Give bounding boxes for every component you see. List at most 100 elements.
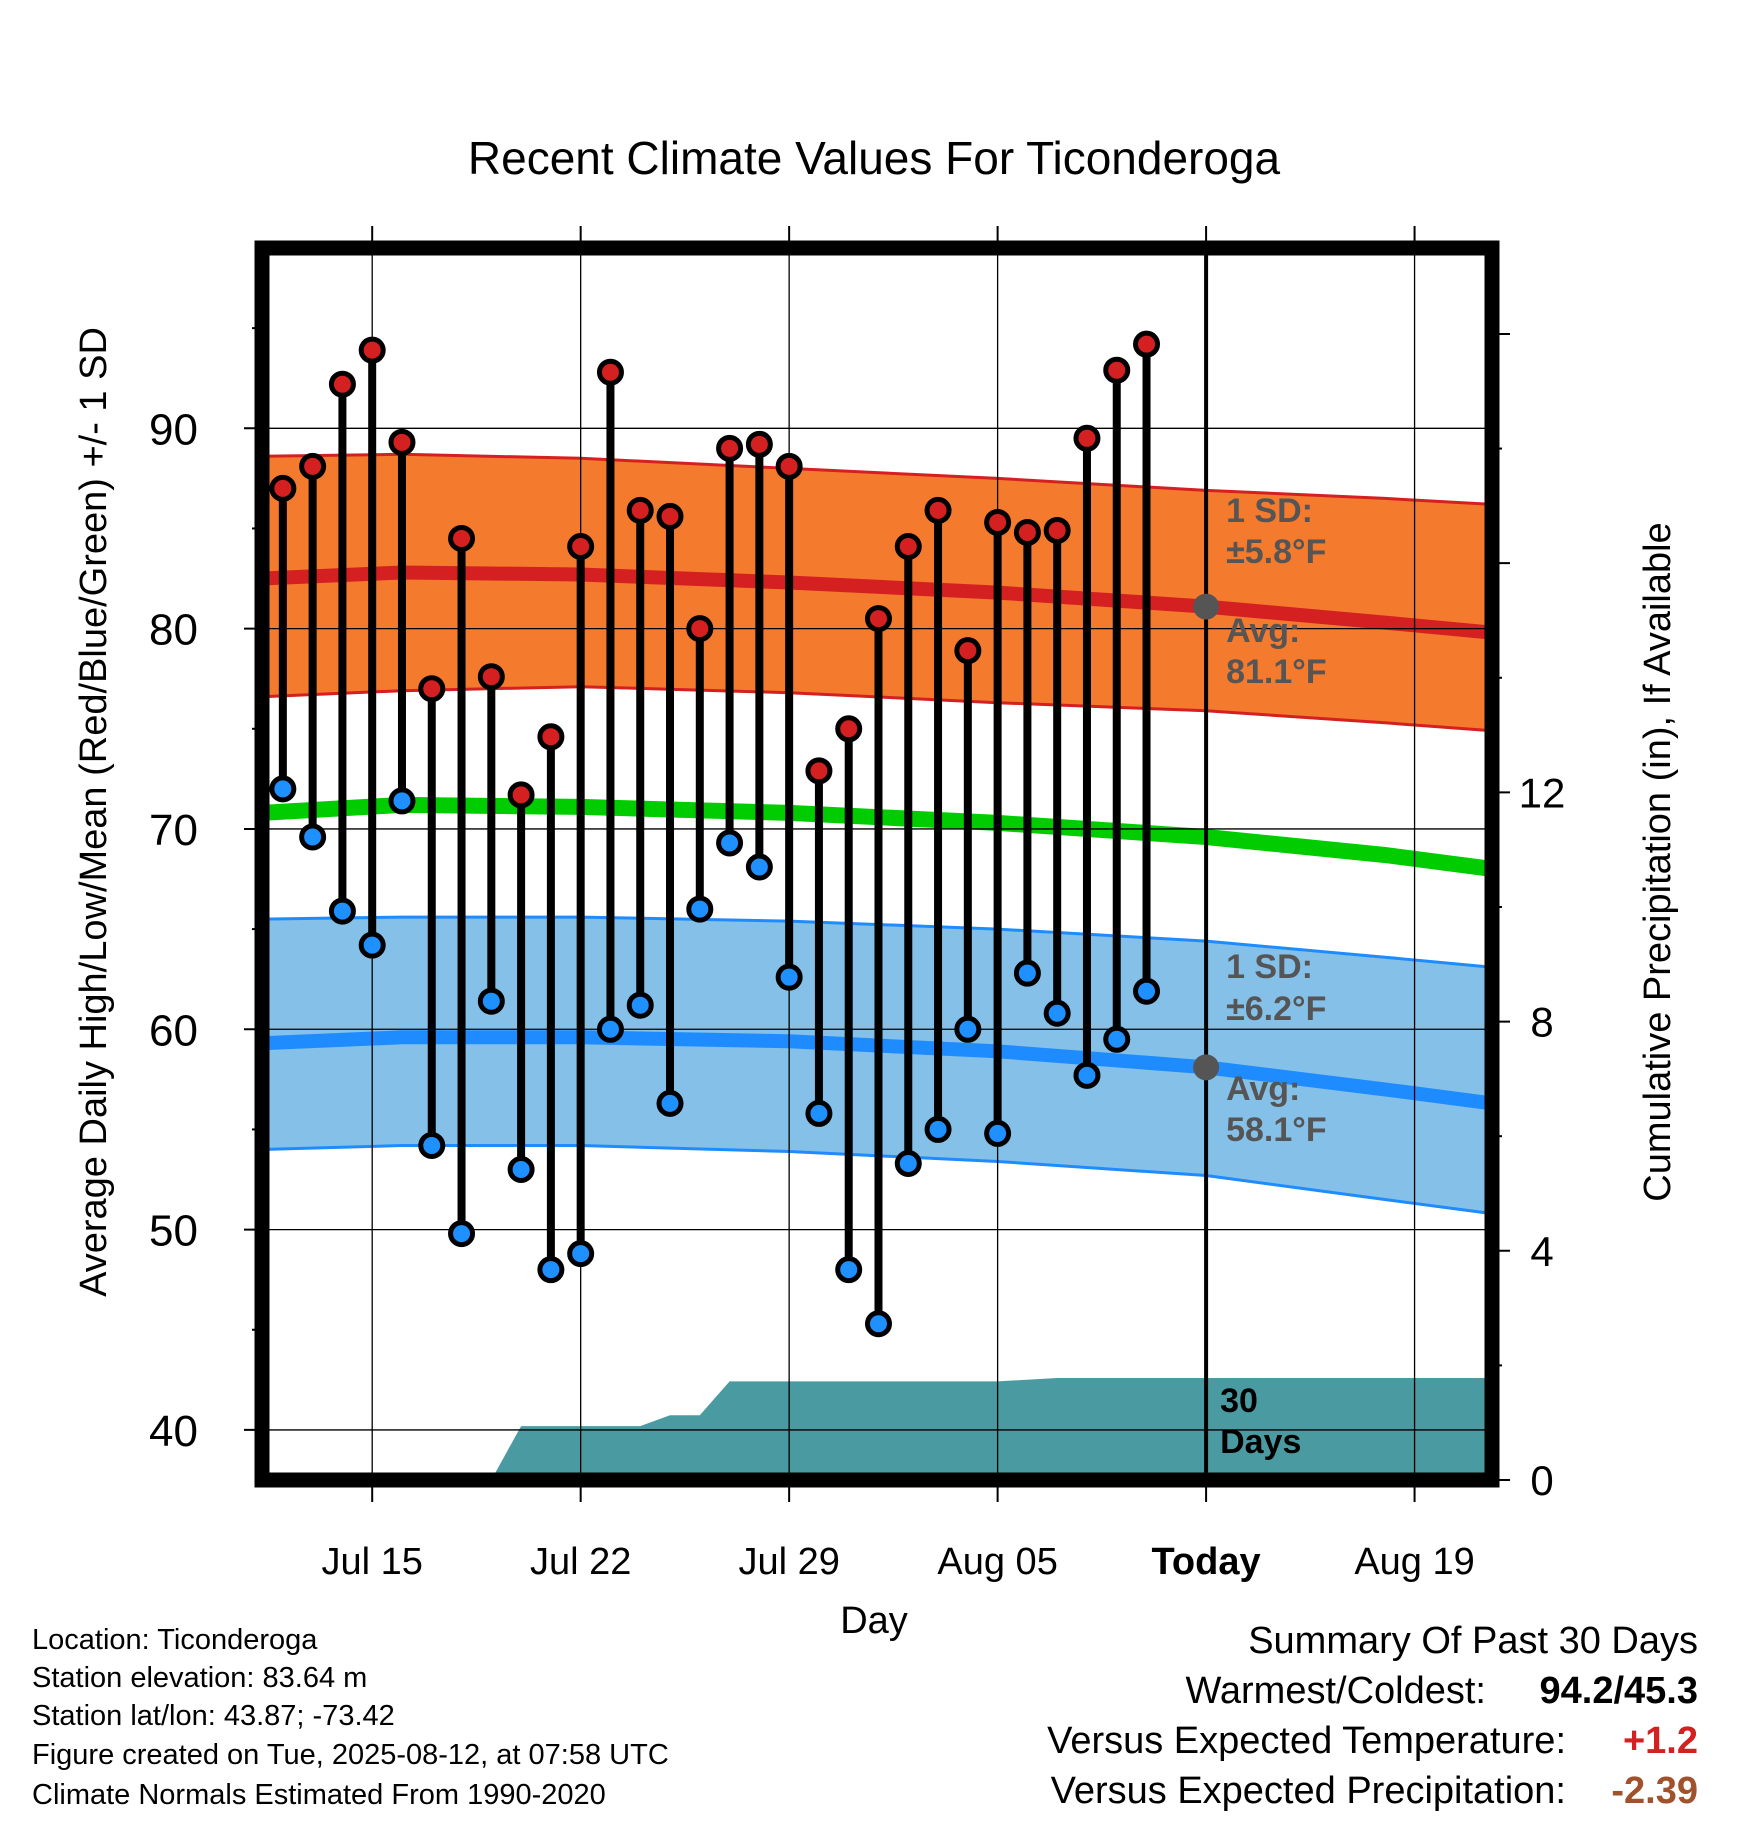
high-avg-value: 81.1°F	[1226, 653, 1327, 691]
daily-high-point	[596, 358, 624, 386]
precip-days-count: 30	[1220, 1382, 1258, 1420]
y-tick-label: 60	[149, 1006, 198, 1055]
daily-low-point	[1103, 1025, 1131, 1053]
daily-low-point	[954, 1015, 982, 1043]
daily-low-point	[328, 897, 356, 925]
plot-frame	[254, 240, 1500, 1488]
daily-low-point	[894, 1149, 922, 1177]
daily-high-point	[656, 502, 684, 530]
footer-elevation: Station elevation: 83.64 m	[32, 1662, 368, 1694]
daily-low-point	[775, 963, 803, 991]
daily-high-point	[626, 496, 654, 524]
daily-low-point	[388, 787, 416, 815]
daily-observations	[269, 330, 1161, 1338]
daily-low-point	[299, 823, 327, 851]
footer-location: Location: Ticonderoga	[32, 1624, 318, 1656]
y2-tick-label: 12	[1519, 769, 1566, 816]
daily-low-point	[596, 1015, 624, 1043]
y-tick-label: 40	[149, 1407, 198, 1456]
high-sd-value: ±5.8°F	[1226, 533, 1326, 571]
footer-normals: Climate Normals Estimated From 1990-2020	[32, 1779, 606, 1811]
x-tick-label: Today	[1152, 1541, 1261, 1583]
daily-high-point	[507, 781, 535, 809]
daily-high-point	[418, 675, 446, 703]
daily-low-point	[716, 829, 744, 857]
daily-high-point	[328, 370, 356, 398]
daily-high-point	[1103, 356, 1131, 384]
summary-temp-label: Versus Expected Temperature:	[1047, 1720, 1566, 1762]
summary-warm-cold-label: Warmest/Coldest:	[1185, 1670, 1486, 1712]
daily-low-point	[567, 1240, 595, 1268]
low-sd-value: ±6.2°F	[1226, 990, 1326, 1028]
footer-created: Figure created on Tue, 2025-08-12, at 07…	[32, 1739, 669, 1771]
x-tick-label: Jul 15	[321, 1541, 422, 1583]
daily-low-point	[924, 1115, 952, 1143]
summary-precip-label: Versus Expected Precipitation:	[1050, 1770, 1566, 1812]
precip-area	[262, 1378, 1492, 1480]
daily-high-point	[924, 496, 952, 524]
daily-high-point	[358, 336, 386, 364]
summary-warm-cold-value: 94.2/45.3	[1539, 1670, 1698, 1712]
x-tick-label: Jul 22	[530, 1541, 631, 1583]
x-tick-label: Aug 05	[937, 1541, 1057, 1583]
summary-title: Summary Of Past 30 Days	[1248, 1620, 1698, 1662]
daily-high-point	[894, 532, 922, 560]
summary-precip-value: -2.39	[1611, 1770, 1698, 1812]
low-avg-label: Avg:	[1226, 1070, 1300, 1108]
y-tick-label: 70	[149, 806, 198, 855]
daily-high-point	[745, 430, 773, 458]
precip-days-unit: Days	[1220, 1423, 1301, 1461]
y-tick-label: 50	[149, 1207, 198, 1256]
footer-latlon: Station lat/lon: 43.87; -73.42	[32, 1700, 395, 1732]
y-tick-label: 90	[149, 405, 198, 454]
daily-high-point	[954, 637, 982, 665]
daily-low-point	[805, 1099, 833, 1127]
daily-low-point	[835, 1256, 863, 1284]
daily-low-point	[686, 895, 714, 923]
y2-tick-label: 0	[1530, 1457, 1553, 1504]
daily-low-point	[507, 1155, 535, 1183]
low-sd-label: 1 SD:	[1226, 948, 1313, 986]
x-tick-label: Aug 19	[1354, 1541, 1474, 1583]
y-tick-label: 80	[149, 606, 198, 655]
x-tick-label: Jul 29	[738, 1541, 839, 1583]
daily-high-point	[1013, 518, 1041, 546]
daily-low-point	[1073, 1061, 1101, 1089]
daily-low-point	[1133, 977, 1161, 1005]
daily-high-point	[805, 757, 833, 785]
daily-low-point	[477, 987, 505, 1015]
daily-high-point	[1133, 330, 1161, 358]
y2-tick-label: 8	[1530, 999, 1553, 1046]
daily-low-point	[269, 775, 297, 803]
daily-high-point	[775, 452, 803, 480]
daily-high-point	[448, 524, 476, 552]
normal-high-avg-line	[262, 565, 1492, 640]
chart-title: Recent Climate Values For Ticonderoga	[468, 132, 1281, 184]
y2-tick-label: 4	[1530, 1228, 1553, 1275]
normal-high-upper-line	[262, 452, 1492, 506]
daily-low-point	[418, 1131, 446, 1159]
daily-low-point	[626, 991, 654, 1019]
high-sd-label: 1 SD:	[1226, 492, 1313, 530]
daily-high-point	[835, 715, 863, 743]
daily-low-point	[448, 1220, 476, 1248]
daily-high-point	[477, 663, 505, 691]
daily-low-point	[1013, 959, 1041, 987]
daily-high-point	[299, 452, 327, 480]
daily-high-point	[864, 605, 892, 633]
daily-high-point	[686, 615, 714, 643]
daily-low-point	[537, 1256, 565, 1284]
today-high-avg-marker	[1193, 593, 1220, 620]
daily-high-point	[537, 723, 565, 751]
daily-low-point	[358, 931, 386, 959]
low-avg-value: 58.1°F	[1226, 1111, 1327, 1149]
daily-high-point	[269, 474, 297, 502]
daily-low-point	[656, 1089, 684, 1117]
daily-high-point	[388, 428, 416, 456]
daily-low-point	[864, 1310, 892, 1338]
daily-high-point	[984, 508, 1012, 536]
summary-temp-value: +1.2	[1622, 1720, 1698, 1762]
y2-axis-label: Cumulative Precipitation (in), If Availa…	[1637, 522, 1679, 1201]
